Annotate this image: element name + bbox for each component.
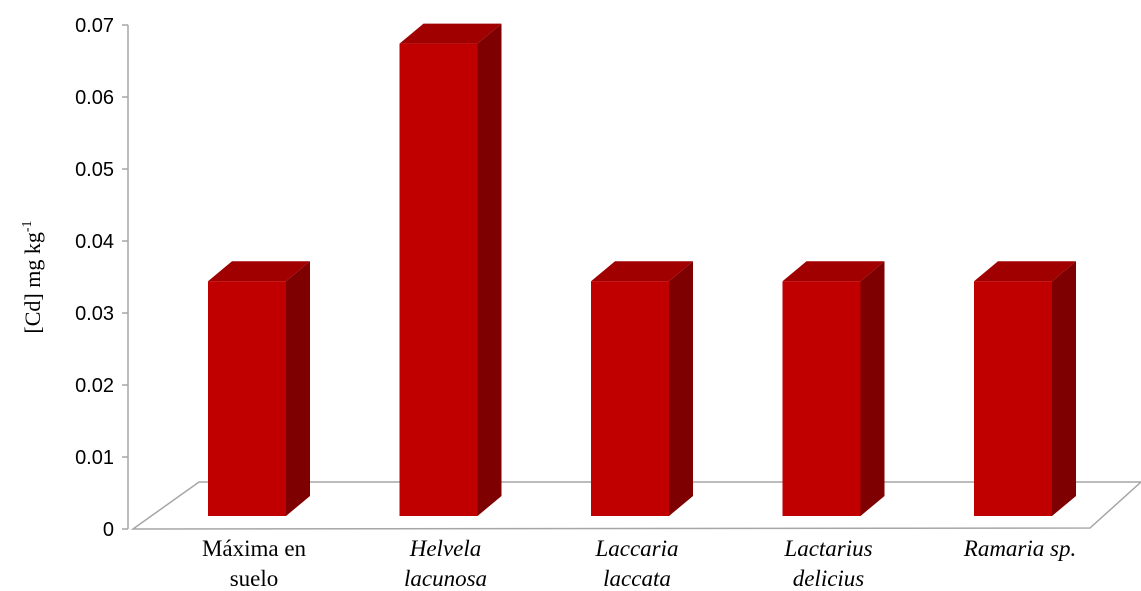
y-tick-label: 0.07: [75, 15, 114, 37]
y-tick-label: 0.03: [75, 303, 114, 325]
bar-top: [974, 261, 1076, 282]
category-label-line: delicius: [793, 566, 865, 591]
category-label-line: suelo: [230, 566, 279, 591]
category-label: Ramaria sp.: [963, 536, 1076, 561]
y-tick-label: 0.04: [75, 231, 114, 253]
bar-side: [1052, 261, 1076, 516]
y-tick-label: 0: [103, 519, 114, 541]
bar: [208, 261, 310, 516]
bar-side: [860, 261, 885, 516]
y-axis-title: [Cd] mg kg-1: [20, 220, 45, 333]
y-axis-title-main: [Cd] mg kg: [20, 232, 45, 333]
bar-front: [591, 281, 669, 516]
category-label-line: Máxima en: [202, 536, 307, 561]
y-axis-title-superscript: -1: [20, 220, 35, 232]
bar-side: [286, 261, 310, 516]
bar-front: [974, 281, 1052, 516]
bar-front: [782, 281, 861, 516]
category-label-line: Laccaria: [594, 536, 678, 561]
chart-floor: [130, 481, 1141, 530]
category-label-line: Helvela: [409, 536, 482, 561]
category-label: Máxima en suelo: [202, 536, 307, 591]
y-tick-label: 0.05: [75, 159, 114, 181]
bar: [974, 261, 1076, 516]
y-tick-label: 0.02: [75, 375, 114, 397]
bar-side: [669, 261, 693, 516]
category-label: Helvela lacunosa: [404, 536, 487, 591]
bar: [591, 261, 693, 516]
bar: [782, 261, 885, 516]
category-label-line: Ramaria sp.: [963, 536, 1076, 561]
bar-top: [591, 261, 693, 282]
category-label: Lactarius delicius: [783, 536, 872, 591]
bar-top: [399, 23, 502, 44]
bar-top: [782, 261, 885, 282]
bar-front: [399, 43, 478, 516]
category-label: Laccaria laccata: [594, 536, 678, 591]
bar-front: [208, 281, 286, 516]
bar: [399, 23, 502, 516]
y-tick-label: 0.06: [75, 87, 114, 109]
y-tick-label: 0.01: [75, 447, 114, 469]
category-label-line: lacunosa: [404, 566, 487, 591]
bar-side: [477, 23, 502, 516]
category-label-line: laccata: [603, 566, 671, 591]
category-label-line: Lactarius: [783, 536, 872, 561]
bar-top: [208, 261, 310, 282]
